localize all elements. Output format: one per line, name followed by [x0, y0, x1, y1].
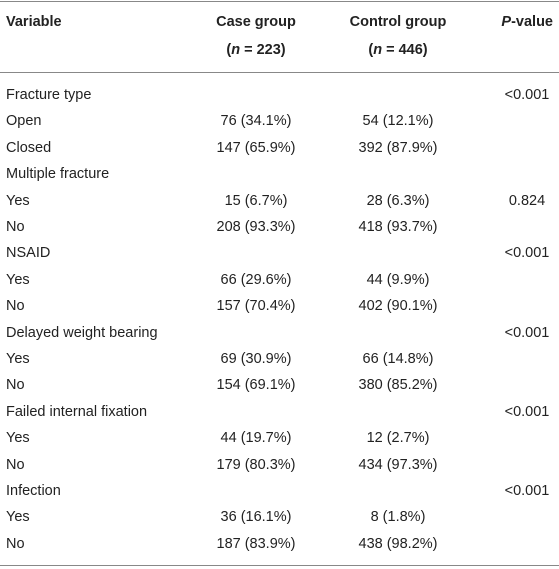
text: -value: [511, 14, 553, 30]
text: (: [226, 42, 232, 58]
p-value-cell: 0.824: [508, 192, 546, 209]
header-control-n: (n = 446): [368, 41, 427, 59]
control-cell: 418 (93.7%): [358, 219, 438, 235]
header-case-n: (n = 223): [226, 41, 285, 59]
control-cell: 8 (1.8%): [370, 509, 426, 526]
control-cell: 438 (98.2%): [358, 535, 438, 552]
header-variable: Variable: [6, 14, 62, 30]
control-cell: 12 (2.7%): [366, 430, 430, 447]
case-cell: 66 (29.6%): [220, 271, 292, 288]
variable-cell: No: [6, 535, 25, 552]
variable-cell: Yes: [6, 192, 30, 209]
case-cell: 69 (30.9%): [220, 351, 292, 367]
variable-cell: No: [6, 219, 25, 235]
case-cell: 187 (83.9%): [216, 535, 296, 552]
header-p: P-value: [501, 13, 553, 31]
text: n: [231, 42, 241, 58]
case-cell: 36 (16.1%): [220, 509, 292, 526]
variable-cell: No: [6, 298, 25, 315]
case-cell: 154 (69.1%): [216, 377, 296, 394]
variable-cell: Infection: [6, 483, 61, 499]
bottom-rule: [0, 565, 559, 566]
variable-cell: Open: [6, 113, 42, 130]
p-value-cell: <0.001: [504, 403, 550, 420]
case-cell: 76 (34.1%): [220, 113, 292, 130]
control-cell: 54 (12.1%): [362, 113, 434, 130]
text: = 446): [382, 42, 428, 58]
variable-cell: Delayed weight bearing: [6, 324, 158, 341]
variable-cell: Yes: [6, 430, 30, 447]
control-cell: 392 (87.9%): [358, 139, 438, 156]
p-value-cell: <0.001: [504, 483, 550, 499]
variable-cell: Fracture type: [6, 87, 92, 103]
top-rule: [0, 1, 559, 2]
variable-cell: Yes: [6, 509, 30, 526]
header-control: Control group: [349, 14, 447, 30]
variable-cell: Failed internal fixation: [6, 403, 148, 420]
case-cell: 147 (65.9%): [216, 139, 296, 156]
text: (: [368, 42, 374, 58]
header-case: Case group: [216, 14, 296, 30]
header-rule: [0, 72, 559, 73]
variable-cell: NSAID: [6, 245, 51, 262]
text: n: [373, 42, 383, 58]
case-cell: 44 (19.7%): [220, 430, 292, 447]
control-cell: 28 (6.3%): [366, 192, 430, 209]
case-cell: 15 (6.7%): [224, 192, 288, 209]
variable-cell: No: [6, 456, 25, 473]
control-cell: 380 (85.2%): [358, 377, 438, 394]
text: P: [501, 14, 512, 30]
p-value-cell: <0.001: [504, 245, 550, 262]
control-cell: 66 (14.8%): [362, 351, 434, 367]
case-cell: 157 (70.4%): [216, 298, 296, 315]
control-cell: 44 (9.9%): [366, 271, 430, 288]
p-value-cell: <0.001: [504, 324, 550, 341]
case-cell: 179 (80.3%): [216, 456, 296, 473]
variable-cell: Multiple fracture: [6, 166, 110, 183]
p-value-cell: <0.001: [504, 87, 550, 103]
text: = 223): [240, 42, 286, 58]
control-cell: 434 (97.3%): [358, 456, 438, 473]
variable-cell: Closed: [6, 139, 52, 156]
variable-cell: No: [6, 377, 25, 394]
variable-cell: Yes: [6, 351, 30, 367]
control-cell: 402 (90.1%): [358, 298, 438, 315]
case-cell: 208 (93.3%): [216, 219, 296, 235]
variable-cell: Yes: [6, 271, 30, 288]
